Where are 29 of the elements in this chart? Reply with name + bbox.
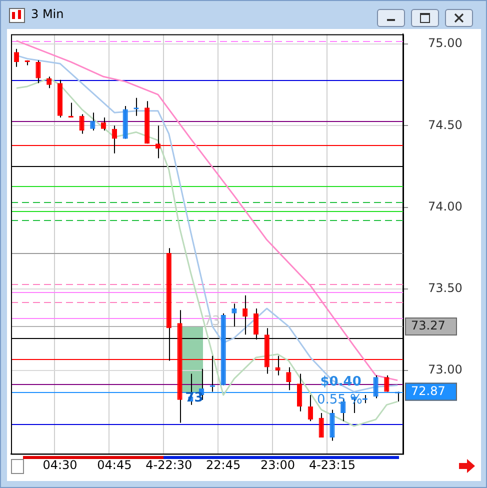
candlestick [90, 112, 96, 132]
candlestick [46, 76, 52, 89]
candlestick [14, 48, 19, 68]
ref-line-label: 73.27 [411, 318, 446, 333]
x-tick-label: 4-23:15 [308, 458, 356, 472]
candlestick [286, 366, 292, 391]
x-tick-label: 23:00 [260, 458, 296, 472]
candlestick [318, 412, 324, 438]
candlestick [373, 374, 378, 399]
candlestick [36, 60, 41, 84]
candlestick [79, 114, 84, 134]
chart-title: 3 Min [31, 7, 64, 21]
y-tick-label: 73.00 [428, 362, 462, 377]
candlestick [242, 294, 248, 336]
x-tick-label: 04:45 [97, 458, 132, 472]
candlestick [232, 303, 237, 327]
x-tick-label: 4-22:30 [146, 458, 192, 472]
y-tick-label: 73.50 [428, 281, 462, 296]
candlestick [330, 409, 335, 442]
candlestick [384, 374, 390, 392]
ref-line-label: 72.87 [411, 384, 446, 398]
y-tick-label: 75.00 [428, 36, 462, 50]
candlestick [297, 373, 302, 412]
y-tick-label: 74.50 [428, 118, 462, 132]
y-tick-label: 74.00 [428, 199, 462, 214]
x-tick-label: 04:30 [42, 458, 78, 472]
candlestick [308, 394, 313, 422]
candlestick [101, 116, 106, 132]
x-tick-label: 22:45 [206, 458, 241, 472]
